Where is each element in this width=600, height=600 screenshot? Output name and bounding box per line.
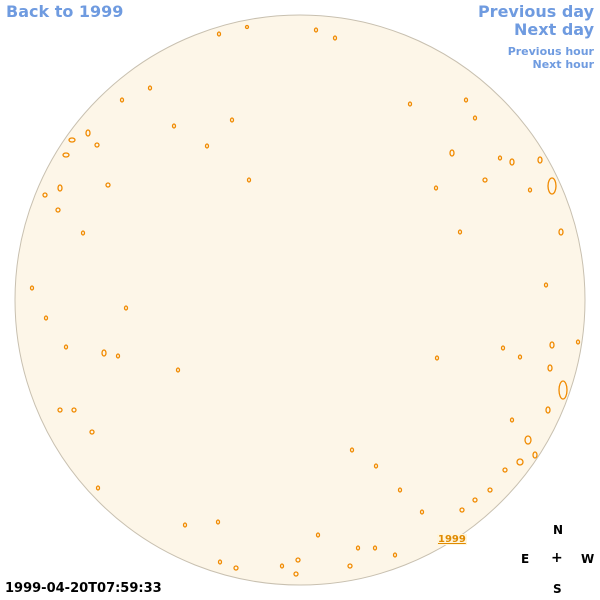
feature-mark xyxy=(57,407,63,413)
feature-mark xyxy=(457,229,463,235)
feature-mark xyxy=(547,177,557,195)
feature-mark xyxy=(147,85,153,91)
next-day-link[interactable]: Next day xyxy=(514,20,594,39)
feature-mark xyxy=(497,155,503,161)
feature-mark xyxy=(487,487,493,493)
feature-mark xyxy=(279,563,285,569)
solar-disk xyxy=(14,14,586,586)
feature-mark xyxy=(549,341,555,349)
feature-mark xyxy=(355,545,361,551)
timestamp-label: 1999-04-20T07:59:33 xyxy=(5,581,162,596)
feature-mark xyxy=(558,228,564,236)
feature-mark xyxy=(463,97,469,103)
feature-mark xyxy=(71,407,77,413)
feature-mark xyxy=(482,177,488,183)
feature-mark xyxy=(123,305,129,311)
feature-mark xyxy=(229,117,235,123)
feature-mark xyxy=(233,565,239,571)
feature-mark xyxy=(502,467,508,473)
feature-mark xyxy=(42,192,48,198)
feature-mark xyxy=(516,458,524,466)
feature-mark xyxy=(315,532,321,538)
feature-mark xyxy=(313,27,319,33)
feature-mark xyxy=(547,364,553,372)
feature-mark xyxy=(419,509,425,515)
previous-day-link[interactable]: Previous day xyxy=(477,2,594,21)
feature-mark xyxy=(101,349,107,357)
feature-mark xyxy=(55,207,61,213)
feature-mark xyxy=(509,158,515,166)
feature-mark xyxy=(433,185,439,191)
compass-west-label: W xyxy=(581,552,595,566)
feature-mark xyxy=(397,487,403,493)
feature-mark xyxy=(246,177,252,183)
feature-mark xyxy=(63,344,69,350)
feature-mark xyxy=(500,345,506,351)
feature-mark xyxy=(472,115,478,121)
feature-mark xyxy=(532,451,538,459)
compass-north-label: N xyxy=(553,523,564,537)
feature-mark xyxy=(347,563,353,569)
feature-mark xyxy=(43,315,49,321)
previous-hour-link[interactable]: Previous hour xyxy=(507,45,594,58)
feature-mark xyxy=(372,545,378,551)
feature-mark xyxy=(115,353,121,359)
feature-mark xyxy=(217,559,223,565)
compass-east-label: E xyxy=(521,552,530,566)
feature-mark xyxy=(94,142,100,148)
feature-mark xyxy=(527,187,533,193)
feature-mark xyxy=(524,435,532,445)
feature-mark xyxy=(29,285,35,291)
feature-mark xyxy=(472,497,478,503)
back-to-year-link[interactable]: Back to 1999 xyxy=(6,2,124,21)
feature-mark xyxy=(543,282,549,288)
feature-mark xyxy=(392,552,398,558)
feature-mark xyxy=(89,429,95,435)
feature-mark xyxy=(85,129,91,137)
feature-mark xyxy=(80,230,86,236)
feature-mark xyxy=(62,152,70,158)
year-1999-link[interactable]: 1999 xyxy=(437,534,467,545)
feature-mark xyxy=(449,149,455,157)
feature-mark xyxy=(57,184,63,192)
feature-mark xyxy=(459,507,465,513)
feature-mark xyxy=(407,101,413,107)
feature-mark xyxy=(204,143,210,149)
feature-mark xyxy=(558,380,568,400)
feature-mark xyxy=(293,571,299,577)
feature-mark xyxy=(517,354,523,360)
feature-mark xyxy=(171,123,177,129)
feature-mark xyxy=(509,417,515,423)
feature-mark xyxy=(295,557,301,563)
feature-mark xyxy=(373,463,379,469)
feature-mark xyxy=(105,182,111,188)
next-hour-link[interactable]: Next hour xyxy=(532,58,595,71)
feature-mark xyxy=(215,519,221,525)
feature-mark xyxy=(434,355,440,361)
feature-mark xyxy=(68,137,76,143)
feature-mark xyxy=(575,339,581,345)
feature-mark xyxy=(119,97,125,103)
compass-center-icon: + xyxy=(551,550,563,566)
feature-mark xyxy=(216,31,222,37)
feature-mark xyxy=(545,406,551,414)
feature-mark xyxy=(95,485,101,491)
feature-mark xyxy=(349,447,355,453)
feature-mark xyxy=(332,35,338,41)
compass-south-label: S xyxy=(553,582,562,596)
feature-layer xyxy=(29,24,581,577)
feature-mark xyxy=(537,156,543,164)
feature-mark xyxy=(175,367,181,373)
feature-mark xyxy=(244,24,250,30)
feature-mark xyxy=(182,522,188,528)
